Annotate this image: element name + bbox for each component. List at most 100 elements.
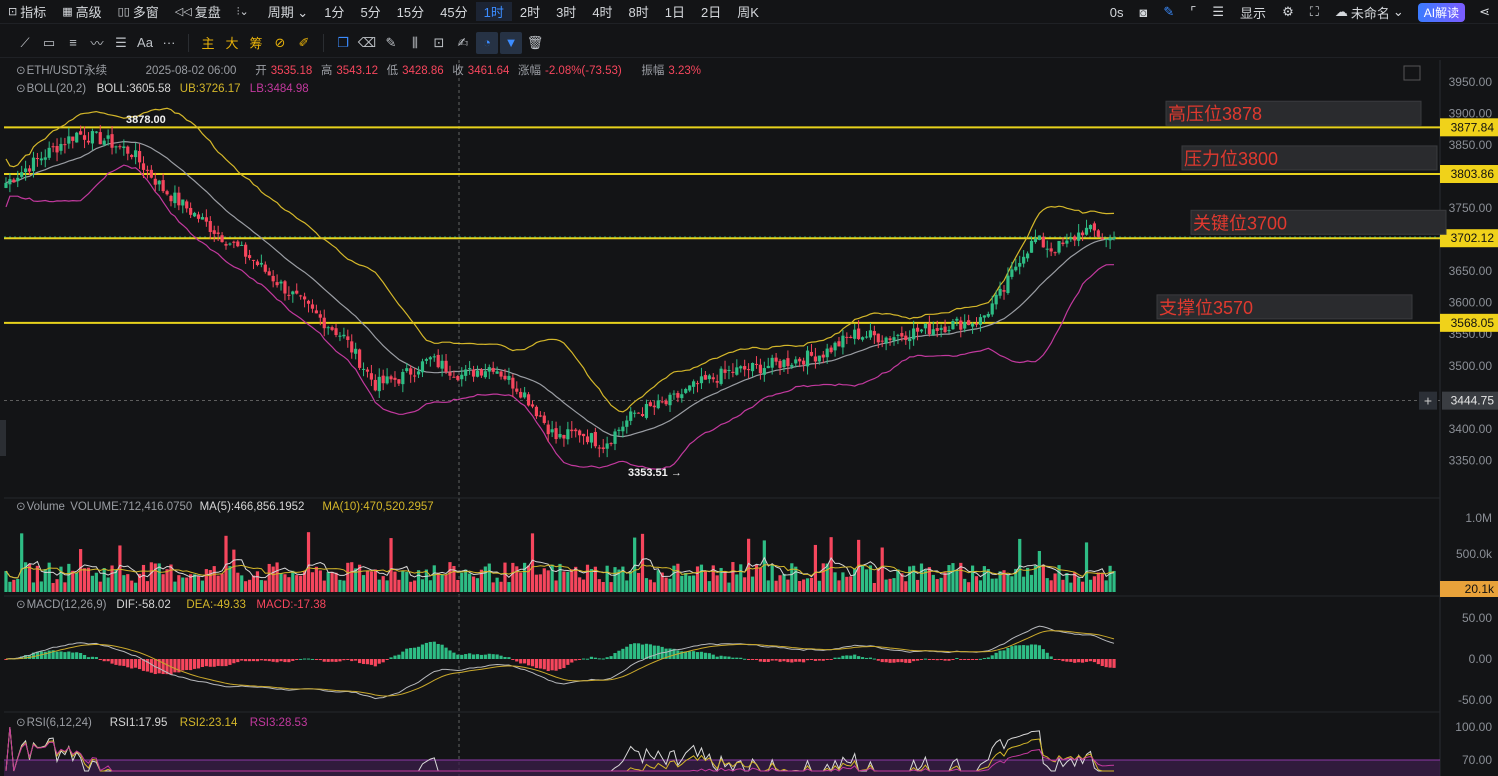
period-3[interactable]: ◁◁ 复盘 xyxy=(167,2,229,21)
period-13[interactable]: 4时 xyxy=(584,2,620,21)
candle-body xyxy=(566,429,570,440)
macd-bar xyxy=(232,659,236,664)
period-12[interactable]: 3时 xyxy=(548,2,584,21)
period-16[interactable]: 2日 xyxy=(693,2,729,21)
volume-bar xyxy=(900,573,904,592)
trash-icon[interactable]: 🗑 xyxy=(526,34,544,50)
brush-icon[interactable]: ✎ xyxy=(385,34,397,50)
display-button[interactable]: 显示 xyxy=(1240,5,1267,21)
period-0[interactable]: ⊡ 指标 xyxy=(0,2,54,21)
expand-icon[interactable]: ⛶ xyxy=(1309,4,1319,19)
period-5[interactable]: 周期 ⌄ xyxy=(260,2,317,21)
period-7[interactable]: 5分 xyxy=(352,2,388,21)
copy-icon[interactable]: ❐ xyxy=(337,34,349,50)
macd-bar xyxy=(86,657,91,659)
macd-bar xyxy=(652,645,656,659)
candle-type-button[interactable]: ⫶⌄ xyxy=(229,5,260,19)
measure-icon[interactable]: ✐ xyxy=(298,34,310,50)
main-chip[interactable]: 主 xyxy=(201,36,215,51)
annotation-box xyxy=(1190,209,1447,235)
candle-body xyxy=(55,146,59,153)
volume-bar xyxy=(389,538,393,592)
ruler-icon[interactable]: ⊘ xyxy=(274,34,286,50)
volume-bar xyxy=(299,575,303,592)
price-tag-label: 3877.84 xyxy=(1451,120,1495,134)
price-tag-bg xyxy=(1442,391,1498,410)
period-17[interactable]: 周K xyxy=(729,2,767,21)
period-14[interactable]: 8时 xyxy=(621,2,657,21)
text-tool-button[interactable]: Aa xyxy=(137,35,153,50)
macd-bar xyxy=(114,659,118,665)
macd-bar xyxy=(986,657,990,659)
macd-bar xyxy=(1057,659,1061,660)
period-label: 指标 xyxy=(20,5,47,20)
volume-bar xyxy=(420,579,425,592)
candle-body xyxy=(633,412,637,414)
macd-bar xyxy=(990,655,994,659)
period-10[interactable]: 1时 xyxy=(475,2,512,21)
bars-icon[interactable]: ⫼ xyxy=(412,34,418,50)
volume-bar xyxy=(102,568,106,592)
period-15[interactable]: 1日 xyxy=(657,2,693,21)
candle-body xyxy=(318,314,322,318)
candle-body xyxy=(216,232,220,234)
volume-bar xyxy=(381,576,385,592)
edit-icon[interactable]: ✍ xyxy=(457,34,469,50)
volume-bar xyxy=(723,570,727,592)
boll-lower-line xyxy=(5,164,1114,470)
settings-icon[interactable]: ⚙ xyxy=(1282,4,1294,19)
period-6[interactable]: 1分 xyxy=(316,2,352,21)
line-tool-icon[interactable]: ⟋ xyxy=(20,34,30,50)
period-8[interactable]: 15分 xyxy=(389,2,432,21)
period-label: 周期 ⌄ xyxy=(267,5,309,20)
volume-bar xyxy=(770,565,774,592)
layout-selector[interactable]: ☁ 未命名 ⌄ xyxy=(1334,4,1404,21)
pen-icon[interactable]: ✎ xyxy=(1163,4,1175,19)
list-icon[interactable]: ☰ xyxy=(1212,4,1225,19)
volume-bar xyxy=(597,579,601,592)
period-11[interactable]: 2时 xyxy=(512,2,548,21)
filter-icon[interactable]: ▼ xyxy=(500,31,522,54)
period-label: 1分 xyxy=(324,5,345,20)
share-icon[interactable]: ⋖ xyxy=(1479,4,1490,19)
macd-bar xyxy=(342,659,346,661)
rsi2-value: RSI2:23.14 xyxy=(180,717,238,729)
camera-icon[interactable]: ◙ xyxy=(1139,4,1148,20)
macd-bar xyxy=(825,659,829,660)
macd-bar xyxy=(888,659,892,663)
volume-bar xyxy=(794,566,798,592)
volume-bar xyxy=(837,580,841,592)
chip-distribution-chip[interactable]: 筹 xyxy=(249,36,263,51)
candle-body xyxy=(1045,248,1049,250)
candle-body xyxy=(173,192,177,204)
volume-bar xyxy=(212,566,216,592)
volume-bar xyxy=(161,574,165,592)
more-tools-button[interactable]: ··· xyxy=(162,35,176,50)
eraser-icon[interactable]: ⌫ xyxy=(357,34,377,50)
macd-bar xyxy=(346,659,350,660)
rect-tool-icon[interactable]: ▭ xyxy=(42,34,56,50)
fullscreen-select-icon[interactable]: ⌜ xyxy=(1190,4,1197,19)
large-chip[interactable]: 大 xyxy=(225,36,239,51)
parallel-tool-icon[interactable]: ≡ xyxy=(69,35,77,50)
wave-tool-icon[interactable]: 〰 xyxy=(90,36,104,51)
candle-body xyxy=(330,327,334,330)
candle-body xyxy=(420,361,425,373)
period-9[interactable]: 45分 xyxy=(432,2,475,21)
macd-bar xyxy=(51,650,55,659)
candle-body xyxy=(644,404,649,418)
macd-bar xyxy=(330,659,334,662)
period-2[interactable]: ▯▯ 多窗 xyxy=(110,2,167,21)
high-marker: 3878.00 xyxy=(126,114,166,126)
period-1[interactable]: ▦ 高级 xyxy=(54,2,109,21)
volume-bar xyxy=(963,578,967,592)
magnet-icon[interactable]: ◔ xyxy=(476,31,498,54)
ai-interpret-button[interactable]: AI解读 xyxy=(1417,2,1466,22)
fib-tool-icon[interactable]: ☰ xyxy=(115,34,127,50)
volume-bar xyxy=(1069,582,1073,592)
volume-bar xyxy=(605,565,609,592)
volume-bar xyxy=(754,564,759,592)
lock-icon[interactable]: ⊡ xyxy=(433,34,445,50)
volume-bar xyxy=(67,563,71,592)
